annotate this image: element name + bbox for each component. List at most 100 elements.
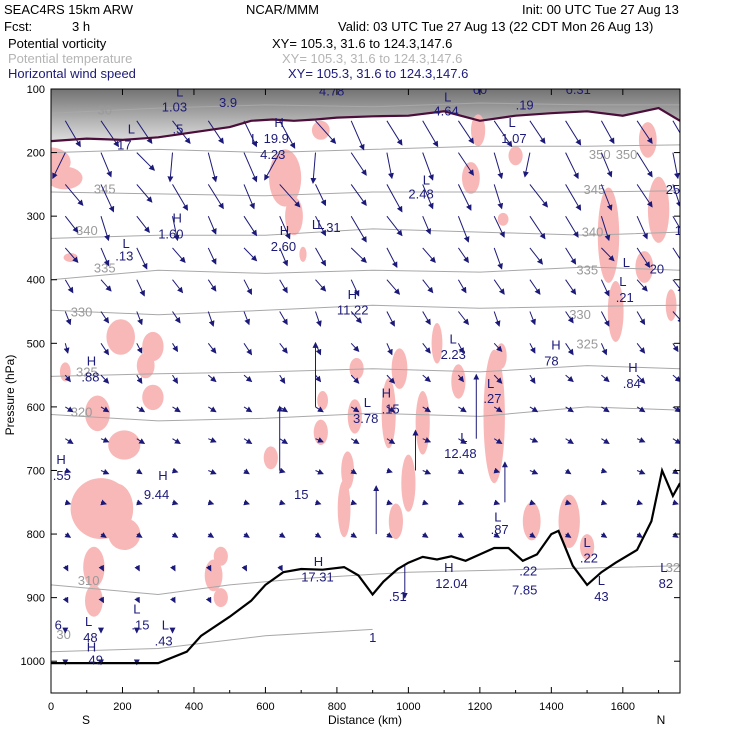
wind-vector	[100, 532, 107, 538]
pv-shade-region	[85, 395, 110, 432]
wind-vector	[672, 406, 680, 413]
wind-vector	[529, 184, 549, 208]
wind-vector	[350, 152, 367, 176]
wind-vector	[243, 215, 258, 237]
header-fcst-value: 3 h	[72, 19, 91, 34]
pv-shade-region	[508, 146, 523, 166]
wind-vector	[386, 499, 393, 506]
extrema-label: 1.03	[162, 99, 187, 114]
wind-vector	[207, 499, 215, 506]
wind-vector	[243, 438, 253, 445]
extrema-label: L	[162, 617, 169, 632]
wind-vector	[422, 216, 431, 235]
wind-vector	[600, 499, 608, 506]
wind-vector	[636, 406, 646, 413]
wind-vector	[636, 499, 644, 506]
extrema-label: L	[460, 430, 467, 445]
extrema-label: L	[85, 614, 92, 629]
wind-vector	[315, 184, 327, 207]
y-tick-label: 200	[27, 148, 45, 160]
extrema-label: L	[598, 573, 605, 588]
wind-vector	[386, 279, 401, 295]
wind-vector	[64, 279, 74, 294]
pv-tropopause-contour	[51, 106, 680, 143]
wind-vector	[457, 247, 469, 264]
wind-vector	[136, 374, 143, 384]
extrema-label: 2.48	[408, 186, 433, 201]
pv-shade-region	[108, 430, 141, 460]
wind-vector	[565, 279, 577, 295]
wind-vector	[457, 468, 465, 475]
wind-vector	[422, 468, 432, 475]
wind-vector	[314, 532, 322, 538]
wind-vector	[136, 311, 143, 326]
theta-isentrope-line	[51, 228, 680, 239]
pv-shade-region	[497, 212, 509, 226]
wind-vector	[207, 342, 217, 354]
wind-vector	[65, 438, 74, 445]
extrema-label: 82	[659, 576, 673, 591]
wind-vector	[315, 406, 324, 413]
wind-vector	[243, 468, 250, 475]
wind-vector	[207, 532, 215, 538]
extrema-label: L	[251, 131, 258, 146]
wind-vector	[279, 279, 288, 294]
wind-vector	[100, 120, 120, 148]
wind-vector	[350, 120, 365, 151]
theta-label: 345	[584, 182, 606, 197]
tropopause-layer	[51, 106, 680, 143]
wind-vector	[315, 311, 322, 327]
y-tick-label: 300	[27, 211, 45, 223]
wind-vector	[565, 247, 577, 265]
theta-label: 335	[94, 261, 116, 276]
wind-vector	[134, 564, 140, 572]
wind-vector	[243, 247, 258, 262]
extrema-label: 48	[83, 630, 97, 645]
x-tick-label: 1400	[539, 701, 563, 713]
pv-shade-region	[635, 251, 654, 283]
extrema-label: .15	[382, 401, 400, 416]
wind-vector	[529, 468, 539, 475]
extrema-label: 17.31	[301, 570, 334, 585]
wind-vector	[493, 120, 513, 148]
legend-field-name: Potential vorticity	[8, 36, 107, 51]
extrema-label: L	[623, 255, 630, 270]
extrema-label: 3.9	[219, 95, 237, 110]
extrema-label: L	[509, 115, 516, 130]
wind-vector	[100, 279, 112, 292]
wind-vector	[601, 247, 615, 262]
extrema-label: L	[176, 85, 183, 100]
legend-field-name: Potential temperature	[8, 51, 133, 66]
extrema-label: H	[158, 468, 167, 483]
wind-vector	[315, 374, 322, 383]
wind-vector	[134, 596, 140, 604]
stratosphere-shading	[51, 89, 680, 142]
extrema-label: L	[317, 217, 324, 232]
legend-field-xy: XY= 105.3, 31.6 to 124.3,147.6	[272, 36, 453, 51]
wind-vector	[279, 184, 301, 208]
annotation-labels-layer: L1.03 3.94.78 60 6.31H19.9L4.23L17.5L4.64L1…	[53, 85, 680, 667]
y-tick-label: 1000	[21, 656, 45, 668]
wind-vector	[636, 247, 651, 268]
extrema-label: H	[56, 452, 65, 467]
wind-vector	[350, 247, 367, 263]
extrema-label: .19	[516, 97, 534, 112]
extrema-label: 19.9	[264, 131, 289, 146]
extrema-label: L	[123, 236, 130, 251]
wind-vector	[172, 279, 184, 294]
extrema-label: 43	[594, 589, 608, 604]
extrema-label: 78	[544, 354, 558, 369]
extrema-label: H	[87, 354, 96, 369]
theta-isentrope-line	[51, 628, 373, 653]
wind-vector	[565, 120, 582, 146]
wind-vector	[62, 596, 69, 604]
wind-vector	[386, 532, 393, 538]
pv-shade-region	[70, 478, 132, 540]
theta-isentrope-line	[51, 144, 680, 154]
extrema-label: 1.60	[158, 226, 183, 241]
wind-vector	[564, 499, 572, 506]
x-tick-label: 400	[185, 701, 203, 713]
extrema-label: L	[312, 217, 319, 232]
wind-vector	[600, 279, 610, 297]
extrema-label: L	[450, 331, 457, 346]
